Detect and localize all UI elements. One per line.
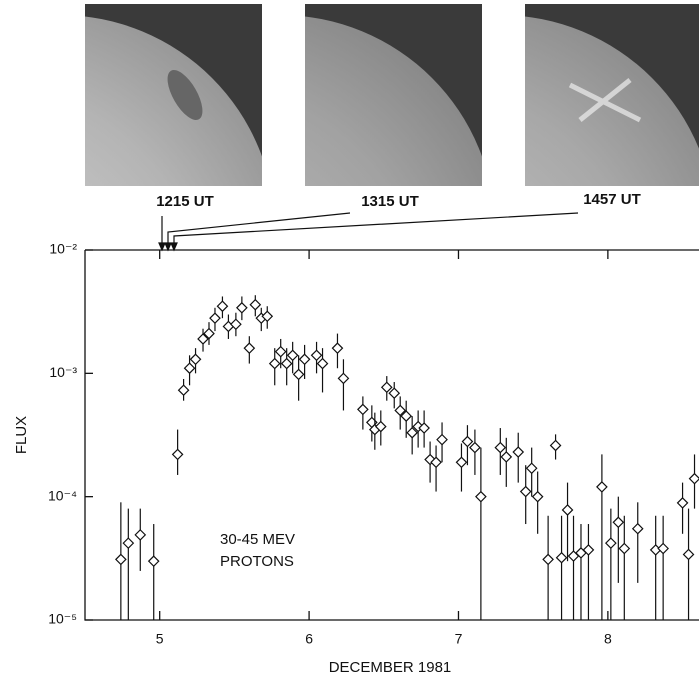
x-tick-label: 6: [305, 631, 313, 647]
data-point: [582, 544, 595, 556]
data-point: [430, 456, 442, 469]
data-point: [189, 353, 202, 366]
image-label: 1457 UT: [583, 191, 641, 208]
data-point: [298, 353, 311, 366]
y-tick-label: 10⁻⁴: [48, 487, 77, 503]
data-point: [469, 441, 481, 454]
data-point: [203, 327, 215, 340]
data-point: [177, 384, 190, 397]
data-point: [436, 433, 448, 446]
data-point: [525, 462, 538, 475]
data-point: [209, 312, 221, 325]
x-tick-label: 5: [156, 631, 164, 647]
x-tick-label: 7: [455, 631, 463, 647]
annotation: 30-45 MEV: [220, 531, 295, 548]
data-point: [631, 522, 644, 535]
data-point: [171, 448, 184, 461]
data-point: [657, 542, 669, 555]
annotation: PROTONS: [220, 553, 294, 570]
data-point: [561, 504, 574, 516]
data-point: [555, 551, 568, 564]
data-point: [618, 542, 631, 555]
data-point: [688, 472, 699, 485]
solar-image-1: [85, 4, 262, 186]
data-point: [388, 387, 401, 400]
data-point: [316, 357, 329, 370]
data-point: [134, 529, 147, 541]
data-point: [357, 403, 369, 416]
data-point: [286, 349, 299, 362]
data-point: [216, 300, 229, 313]
data-point: [292, 368, 305, 381]
data-point: [596, 481, 608, 493]
y-tick-label: 10⁻²: [49, 241, 77, 257]
y-axis-label: FLUX: [13, 416, 30, 454]
data-point: [676, 497, 689, 509]
data-point: [374, 420, 387, 433]
data-point: [122, 537, 135, 549]
data-point: [549, 439, 562, 452]
data-point: [261, 310, 274, 323]
data-point: [243, 342, 256, 355]
data-point: [612, 516, 625, 529]
data-point: [236, 301, 248, 314]
data-point: [268, 357, 281, 370]
data-point: [230, 318, 242, 331]
data-point: [542, 553, 554, 566]
data-point: [249, 298, 262, 311]
data-point: [531, 490, 544, 503]
data-point: [394, 404, 407, 417]
data-point: [605, 537, 617, 549]
data-point: [337, 372, 350, 385]
data-point: [280, 357, 293, 370]
image-label: 1315 UT: [361, 193, 419, 210]
data-point: [500, 451, 513, 463]
solar-image-2: [305, 4, 482, 186]
data-point: [115, 553, 127, 566]
data-point: [519, 485, 532, 498]
data-point: [418, 422, 430, 434]
data-point: [147, 555, 160, 568]
data-point: [400, 410, 413, 422]
data-point: [274, 345, 287, 358]
solar-image-3: [525, 4, 699, 186]
data-point: [512, 446, 525, 458]
data-point: [494, 441, 507, 454]
data-point: [183, 362, 196, 375]
data-point: [424, 453, 436, 466]
data-point: [380, 381, 393, 394]
pointer-lines: [158, 212, 579, 252]
data-point: [310, 349, 323, 362]
x-axis-label: DECEMBER 1981: [329, 659, 452, 676]
data-point: [197, 333, 209, 345]
y-tick-label: 10⁻⁵: [48, 611, 77, 627]
data-point: [406, 426, 419, 439]
data-point: [682, 548, 695, 561]
image-label: 1215 UT: [156, 193, 214, 210]
data-point: [461, 435, 474, 448]
data-point: [475, 490, 487, 503]
data-point: [331, 342, 344, 355]
x-tick-label: 8: [604, 631, 612, 647]
data-point: [455, 456, 468, 469]
y-tick-label: 10⁻³: [49, 364, 77, 380]
